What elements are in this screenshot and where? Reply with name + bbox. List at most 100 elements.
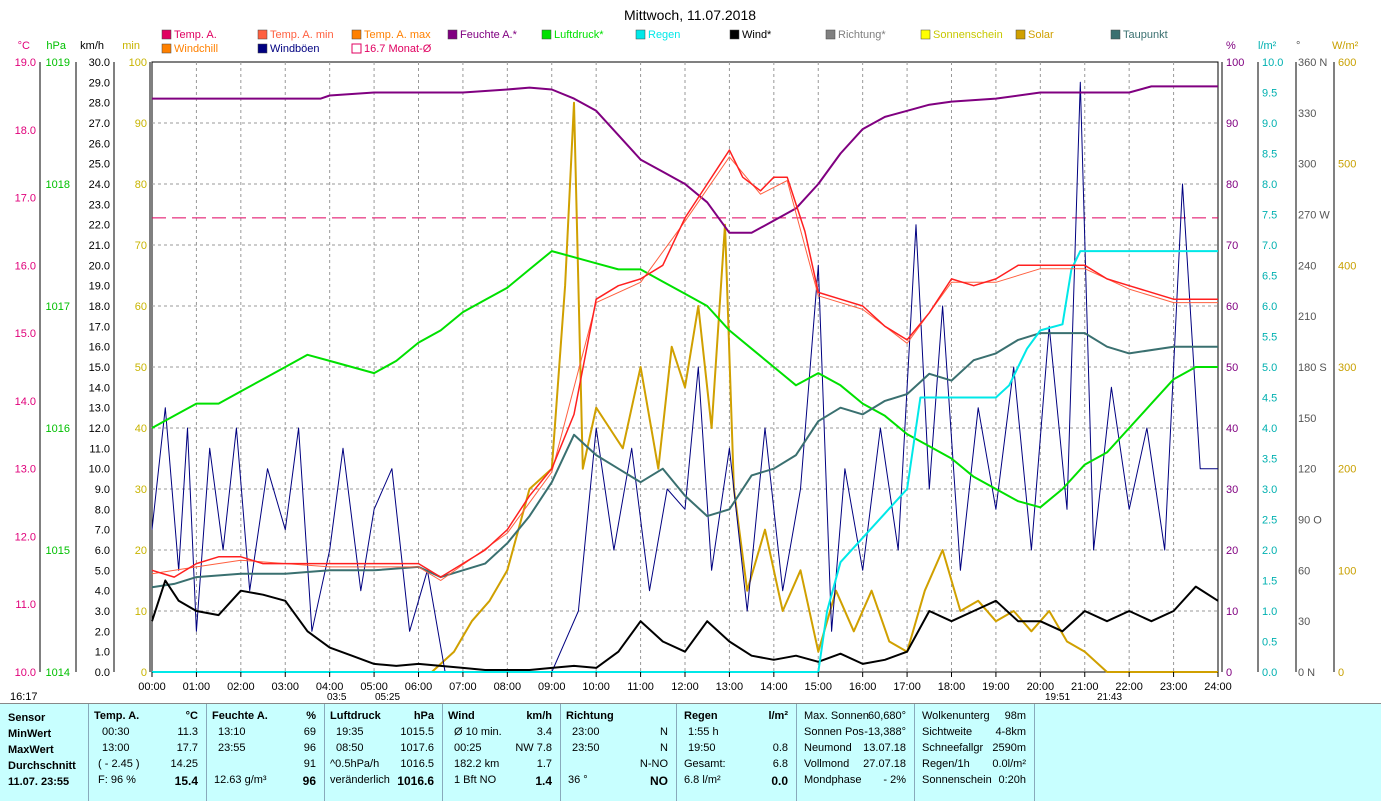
min-axis-tick-label: 10 xyxy=(135,606,147,618)
legend-swatch xyxy=(1015,29,1026,40)
direction-axis-tick-label: 360 N xyxy=(1298,57,1327,69)
x-tick-label: 13:00 xyxy=(716,681,744,693)
right-axes: 100908070605040302010010.09.59.08.58.07.… xyxy=(1221,40,1359,679)
min-axis-tick-label: 30 xyxy=(135,484,147,496)
direction-axis-tick-label: 30 xyxy=(1298,616,1310,628)
pressure-axis-tick-label: 1014 xyxy=(46,667,70,679)
press-min-value: 1015.5 xyxy=(400,726,434,738)
misc-value: 2590m xyxy=(992,742,1026,754)
humidity-axis-tick-label: 0 xyxy=(1226,667,1232,679)
series-line-solar xyxy=(431,101,1218,673)
legend-swatch xyxy=(161,29,172,40)
humidity-axis-tick-label: 100 xyxy=(1226,57,1244,69)
wind-max-value: NW 7.8 xyxy=(515,742,552,754)
legend-swatch xyxy=(351,43,362,54)
direction-axis-tick-label: 0 N xyxy=(1298,667,1315,679)
x-tick-label: 19:00 xyxy=(982,681,1010,693)
wind-axis-tick-label: 21.0 xyxy=(89,240,110,252)
astro-value: 60,680° xyxy=(867,710,906,722)
direction-axis-tick-label: 330 xyxy=(1298,108,1316,120)
wind-bft: 1 Bft NO xyxy=(454,774,497,786)
pressure-axis-tick-label: 1015 xyxy=(46,545,70,557)
wind-axis-tick-label: 22.0 xyxy=(89,220,110,232)
direction-axis-tick-label: 300 xyxy=(1298,159,1316,171)
min-axis-tick-label: 80 xyxy=(135,179,147,191)
rain-axis-unit: l/m² xyxy=(1258,40,1277,52)
chart-legend: Temp. A. Temp. A. min Temp. A. max Feuchte … xyxy=(161,29,1168,55)
wind-axis-tick-label: 4.0 xyxy=(95,586,110,598)
temp-axis-tick-label: 18.0 xyxy=(15,125,36,137)
press-max-value: 1017.6 xyxy=(400,742,434,754)
rain-axis-tick-label: 4.5 xyxy=(1262,393,1277,405)
temp-unit: °C xyxy=(185,710,198,722)
temp-min-time: 00:30 xyxy=(102,726,130,738)
wind-axis-tick-label: 6.0 xyxy=(95,545,110,557)
temp-column: Temp. A. °C 00:30 11.3 13:00 17.7 ( - 2.… xyxy=(88,704,207,801)
legend-swatch xyxy=(161,43,172,54)
legend-label: Taupunkt xyxy=(1123,29,1168,41)
x-tick-label: 14:00 xyxy=(760,681,788,693)
wind-axis-tick-label: 1.0 xyxy=(95,647,110,659)
min-axis-tick-label: 40 xyxy=(135,423,147,435)
direction-axis-tick-label: 120 xyxy=(1298,464,1316,476)
temp-max-value: 17.7 xyxy=(176,742,198,754)
legend-label: Luftdruck* xyxy=(554,29,604,41)
wind-column: Wind km/h Ø 10 min. 3.4 00:25 NW 7.8 182… xyxy=(442,704,561,801)
sun-marker-label: 05:25 xyxy=(375,692,400,703)
rain-axis-tick-label: 3.0 xyxy=(1262,484,1277,496)
series-line-temp-a xyxy=(151,149,1218,578)
x-tick-label: 24:00 xyxy=(1204,681,1232,693)
wind-axis-tick-label: 24.0 xyxy=(89,179,110,191)
row-label-max: MaxWert xyxy=(8,744,54,756)
temp-now-hum: F: 96 % xyxy=(98,774,136,786)
x-tick-label: 11:00 xyxy=(627,681,654,693)
astro-label: Sonnen Pos xyxy=(804,726,864,738)
legend-label: Solar xyxy=(1028,29,1054,41)
solar-axis-tick-label: 600 xyxy=(1338,57,1356,69)
series-line-regen xyxy=(152,250,1218,673)
direction-axis-unit: ° xyxy=(1296,40,1300,52)
x-tick-label: 05:00 xyxy=(360,681,388,693)
rain-header: Regen xyxy=(684,710,718,722)
humidity-axis-tick-label: 60 xyxy=(1226,301,1238,313)
rain-axis-tick-label: 6.0 xyxy=(1262,301,1277,313)
hum-max-time: 23:55 xyxy=(218,742,246,754)
x-tick-label: 21:00 xyxy=(1071,681,1099,693)
hum-max-value: 96 xyxy=(303,742,316,754)
temp-avg-delta: ( - 2.45 ) xyxy=(98,758,140,770)
wind-axis-tick-label: 28.0 xyxy=(89,98,110,110)
series-line-feuchte-a xyxy=(152,85,1218,234)
temp-axis-tick-label: 15.0 xyxy=(15,328,36,340)
rain-axis-tick-label: 8.5 xyxy=(1262,149,1277,161)
legend-swatch xyxy=(920,29,931,40)
dir-r2-time: 23:50 xyxy=(572,742,600,754)
solar-axis-tick-label: 300 xyxy=(1338,362,1356,374)
wind-run: 182.2 km xyxy=(454,758,500,770)
wind-axis-tick-label: 14.0 xyxy=(89,382,110,394)
solar-axis-tick-label: 400 xyxy=(1338,260,1356,272)
dir-now-deg: 36 ° xyxy=(568,774,588,786)
wind-axis-tick-label: 27.0 xyxy=(89,118,110,130)
misc-value: 0:20h xyxy=(998,774,1026,786)
hum-now-abs: 12.63 g/m³ xyxy=(214,774,267,786)
direction-axis-tick-label: 240 xyxy=(1298,260,1316,272)
pressure-axis-unit: hPa xyxy=(46,40,66,52)
rain-axis-tick-label: 10.0 xyxy=(1262,57,1283,69)
sun-marker-label: 21:43 xyxy=(1097,692,1122,703)
rain-max-value: 0.8 xyxy=(772,742,788,754)
min-axis-tick-label: 70 xyxy=(135,240,147,252)
rain-now-total: 6.8 l/m² xyxy=(684,774,721,786)
wind-10min-label: Ø 10 min. xyxy=(454,726,502,738)
wind-axis-tick-label: 9.0 xyxy=(95,484,110,496)
astro-label: Neumond xyxy=(804,742,852,754)
sun-marker-label: 19:51 xyxy=(1045,692,1070,703)
wind-axis-tick-label: 25.0 xyxy=(89,159,110,171)
legend-label: 16.7 Monat-Ø xyxy=(364,43,432,55)
legend-label: Wind* xyxy=(742,29,772,41)
wind-axis-tick-label: 3.0 xyxy=(95,606,110,618)
wind-axis-tick-label: 26.0 xyxy=(89,138,110,150)
min-axis-tick-label: 20 xyxy=(135,545,147,557)
press-header: Luftdruck xyxy=(330,710,381,722)
misc-column: Wolkenunterg 98m Sichtweite 4-8km Schneefall… xyxy=(914,704,1035,801)
rain-axis-tick-label: 0.0 xyxy=(1262,667,1277,679)
